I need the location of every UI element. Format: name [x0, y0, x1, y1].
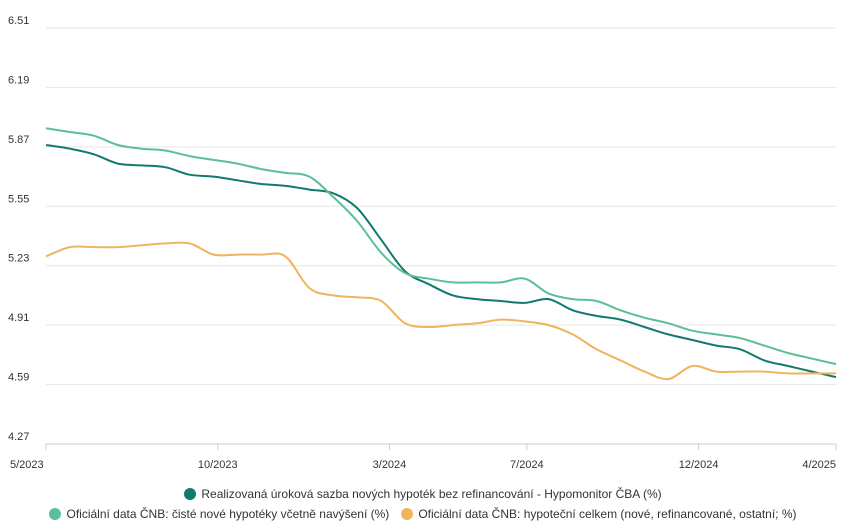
y-tick-label-3: 5.55	[8, 193, 29, 205]
x-tick-label-2: 3/2024	[373, 459, 407, 470]
y-tick-label-1: 6.19	[8, 74, 29, 86]
y-axis: 6.51 6.19 5.87 5.55 5.23 4.91 4.59 4.27	[8, 15, 29, 443]
x-tick-label-1: 10/2023	[198, 459, 238, 470]
legend-row-1: Realizovaná úroková sazba nových hypoték…	[0, 484, 846, 504]
series-line-cnb-new[interactable]	[45, 127, 837, 366]
legend-item-cnb-new[interactable]: Oficiální data ČNB: čisté nové hypotéky …	[49, 507, 389, 521]
legend-label-cnb-total: Oficiální data ČNB: hypoteční celkem (no…	[418, 507, 797, 521]
y-tick-label-7: 4.27	[8, 431, 29, 443]
line-chart: 6.51 6.19 5.87 5.55 5.23 4.91 4.59 4.27 5/2023 1…	[8, 15, 837, 470]
legend-swatch-hypomonitor	[184, 488, 197, 500]
series-line-hypomonitor[interactable]	[45, 144, 837, 379]
gridlines	[46, 27, 836, 445]
y-tick-label-4: 5.23	[8, 253, 29, 265]
legend-label-cnb-new: Oficiální data ČNB: čisté nové hypotéky …	[66, 507, 390, 521]
x-tick-label-5: 4/2025	[802, 459, 836, 470]
y-tick-label-6: 4.59	[8, 372, 29, 384]
legend-item-hypomonitor[interactable]: Realizovaná úroková sazba nových hypoték…	[184, 487, 662, 501]
x-tick-label-3: 7/2024	[510, 459, 544, 470]
x-tick-label-0: 5/2023	[10, 459, 44, 470]
y-tick-label-2: 5.87	[8, 134, 29, 146]
y-tick-label-5: 4.91	[8, 312, 29, 324]
legend-swatch-cnb-total	[401, 508, 414, 520]
legend: Realizovaná úroková sazba nových hypoték…	[0, 484, 846, 524]
legend-row-2: Oficiální data ČNB: čisté nové hypotéky …	[0, 504, 846, 524]
x-axis: 5/2023 10/2023 3/2024 7/2024 12/2024 4/2025	[10, 443, 837, 470]
y-tick-label-0: 6.51	[8, 15, 29, 27]
legend-swatch-cnb-new	[49, 508, 62, 520]
legend-item-cnb-total[interactable]: Oficiální data ČNB: hypoteční celkem (no…	[401, 507, 797, 521]
x-tick-label-4: 12/2024	[679, 459, 719, 470]
legend-label-hypomonitor: Realizovaná úroková sazba nových hypoték…	[201, 487, 662, 501]
series-line-cnb-total[interactable]	[45, 241, 836, 381]
series-lines	[45, 127, 837, 381]
